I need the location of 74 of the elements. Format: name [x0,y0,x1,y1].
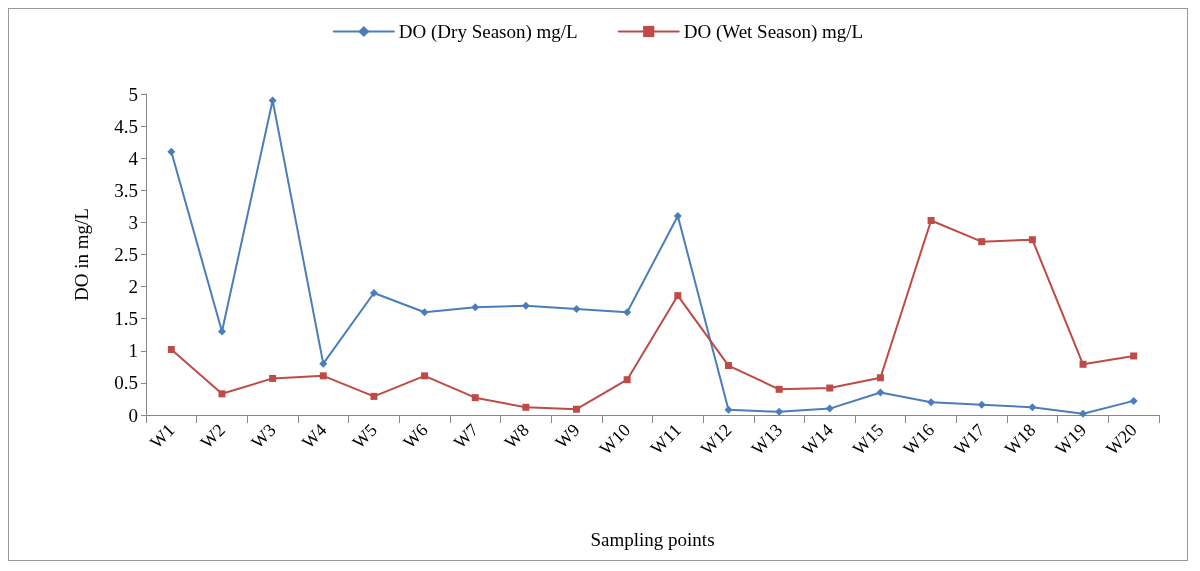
point [319,372,327,380]
point [927,398,936,407]
x-tick-label: W8 [500,419,533,453]
x-tick-label: W3 [247,419,280,453]
point [319,359,328,368]
y-tick-label: 4 [128,147,139,169]
x-tick-label: W18 [1000,419,1040,459]
point [369,289,378,298]
x-tick-label: W6 [399,419,432,453]
x-tick-label: W19 [1051,419,1091,459]
point [421,372,429,380]
point [724,362,732,370]
y-tick-label: 1.5 [114,308,138,330]
point [826,384,834,392]
point [370,392,378,400]
point [269,374,277,382]
y-tick-label: 3 [128,211,138,233]
point [1129,396,1138,405]
legend-label: DO (Dry Season) mg/L [398,21,578,43]
y-tick-label: 2 [128,276,138,298]
y-tick-label: 3.5 [114,179,138,201]
x-tick-label: W16 [899,419,939,459]
point [674,292,682,300]
x-tick-label: W15 [848,419,888,459]
x-tick-label: W10 [595,419,635,459]
x-tick-label: W2 [196,419,230,453]
point [572,305,581,314]
point [927,216,935,224]
point [623,308,632,317]
point [471,394,479,402]
x-tick-label: W1 [145,419,179,453]
y-tick-label: 0 [128,404,138,426]
y-tick-label: 4.5 [114,115,138,137]
point [876,374,884,382]
point [167,147,176,156]
x-axis-title: Sampling points [590,529,715,550]
x-tick-label: W9 [551,419,584,453]
point [724,405,733,414]
point [623,376,631,384]
point [471,303,480,312]
point [1130,352,1138,360]
point [775,385,783,393]
y-tick-label: 1 [128,340,138,362]
legend-label: DO (Wet Season) mg/L [683,21,864,43]
point [673,211,682,220]
point [522,403,530,411]
x-tick-label: W20 [1101,419,1141,459]
x-tick-label: W17 [949,419,989,459]
x-tick-label: W5 [348,419,381,453]
point [420,308,429,317]
point [167,346,175,354]
y-tick-label: 0.5 [114,372,138,394]
y-tick-label: 2.5 [114,244,138,265]
point [825,404,834,413]
point [521,301,530,310]
x-tick-label: W11 [646,419,685,459]
point [876,388,885,397]
x-tick-label: W13 [747,419,787,459]
point [573,405,581,413]
x-tick-label: W7 [449,419,483,453]
point [218,390,226,398]
point [217,327,226,336]
point [978,238,986,246]
point [775,407,784,416]
y-axis-title: DO in mg/L [71,208,92,301]
point [1079,360,1087,368]
x-tick-label: W14 [797,419,837,459]
point [1028,403,1037,412]
x-tick-label: W4 [297,419,331,453]
x-tick-label: W12 [696,419,736,459]
point [1028,236,1036,244]
point [1079,409,1088,418]
point [977,400,986,409]
y-tick-label: 5 [128,83,138,105]
